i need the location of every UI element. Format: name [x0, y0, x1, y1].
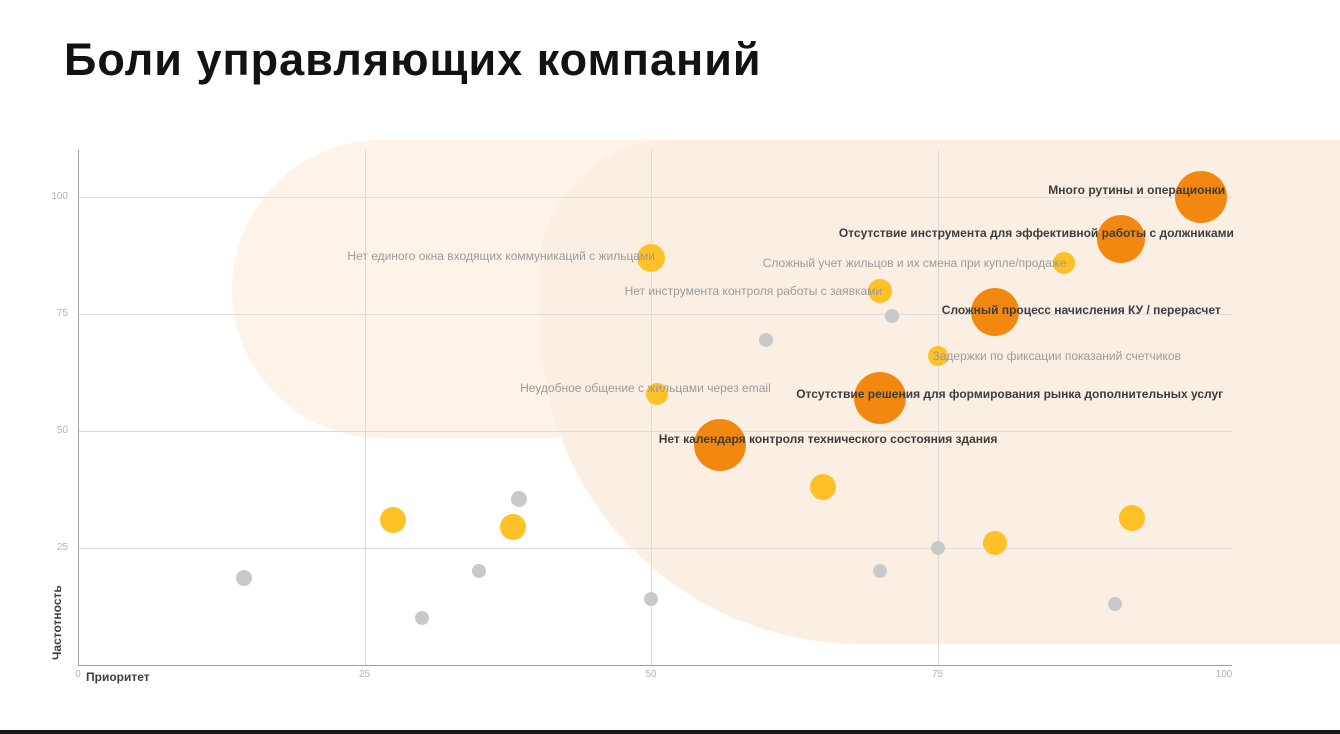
- bubble-low: [1108, 597, 1123, 612]
- bubble-label: Нет инструмента контроля работы с заявка…: [624, 283, 883, 298]
- bubble-low: [236, 570, 253, 587]
- y-tick-label: 75: [56, 308, 68, 319]
- bubble-label: Сложный учет жильцов и их смена при купл…: [762, 255, 1067, 270]
- page-title: Боли управляющих компаний: [64, 34, 762, 85]
- bubble-label: Неудобное общение с жильцами через email: [520, 380, 771, 395]
- bubble-medium: [1119, 504, 1146, 531]
- bubble-label: Сложный процесс начисления КУ / перерасч…: [941, 302, 1221, 317]
- bubble-label: Отсутствие инструмента для эффективной р…: [838, 226, 1234, 241]
- bubble-low: [873, 564, 888, 579]
- gridline-vertical: [364, 150, 366, 665]
- bubble-low: [414, 611, 429, 626]
- x-axis-line: [78, 665, 1232, 666]
- bubble-low: [758, 332, 773, 347]
- gridline-horizontal: [78, 431, 1232, 432]
- window-bottom-edge: [0, 730, 1340, 734]
- bubble-label: Много рутины и операционки: [1048, 183, 1226, 197]
- gridline-vertical: [937, 150, 939, 665]
- bubble-medium: [1052, 251, 1075, 274]
- background-blob-main: [540, 140, 1340, 644]
- bubble-medium: [380, 506, 407, 533]
- x-axis-label: Приоритет: [86, 670, 150, 684]
- gridline-horizontal: [78, 314, 1232, 315]
- y-axis-line: [78, 150, 79, 665]
- bubble-medium: [809, 474, 836, 501]
- bubble-low: [930, 541, 945, 555]
- bubble-low: [644, 592, 658, 607]
- y-tick-label: 100: [51, 191, 68, 202]
- y-tick-label: 50: [56, 425, 68, 436]
- bubble-label: Отсутствие решения для формирования рынк…: [796, 387, 1224, 402]
- x-tick-label: 75: [931, 669, 944, 680]
- bubble-label: Нет единого окна входящих коммуникаций с…: [347, 248, 655, 263]
- x-tick-label: 25: [358, 669, 371, 680]
- x-tick-label: 100: [1215, 669, 1233, 680]
- gridline-vertical: [651, 150, 652, 665]
- bubble-high: [854, 372, 907, 425]
- gridline-horizontal: [78, 548, 1232, 549]
- x-tick-label: 0: [75, 669, 81, 680]
- bubble-medium: [637, 243, 665, 272]
- bubble-label: Нет календаря контроля технического сост…: [658, 432, 998, 447]
- y-tick-label: 25: [56, 542, 68, 553]
- bubble-high: [1175, 171, 1228, 223]
- bubble-low: [511, 490, 528, 507]
- bubble-high: [970, 287, 1019, 336]
- bubble-label: Задержки по фиксации показаний счетчиков: [932, 349, 1181, 364]
- bubble-high: [693, 419, 746, 472]
- bubble-high: [1096, 215, 1145, 264]
- bubble-medium: [927, 346, 948, 367]
- bubble-medium: [868, 278, 893, 303]
- bubble-medium: [500, 513, 527, 540]
- x-tick-label: 50: [645, 669, 657, 680]
- bubble-low: [472, 564, 487, 579]
- gridline-horizontal: [78, 197, 1232, 198]
- bubble-low: [884, 309, 899, 324]
- bubble-medium: [645, 382, 668, 405]
- bubble-medium: [982, 531, 1007, 556]
